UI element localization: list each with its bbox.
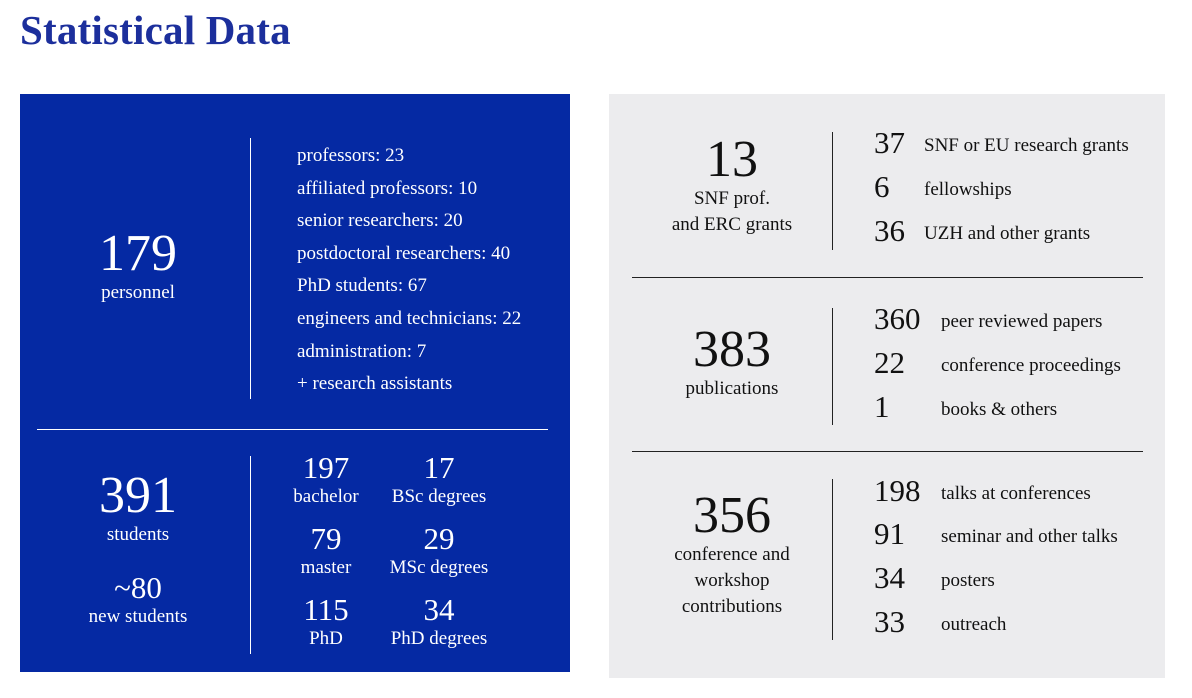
phd-enrolled: 115 PhD <box>276 594 376 652</box>
phd-degrees: 34 PhD degrees <box>374 594 504 652</box>
grant-label: SNF or EU research grants <box>924 135 1129 156</box>
contribution-value: 33 <box>874 604 905 639</box>
contributions-summary: 356 conference and workshop contribution… <box>647 490 817 620</box>
contribution-label: talks at conferences <box>941 483 1091 504</box>
list-item: + research assistants <box>297 373 453 395</box>
list-item: 37 SNF or EU research grants <box>874 125 1164 165</box>
students-total: 391 <box>99 467 177 524</box>
grants-label-line1: SNF prof. <box>693 188 770 209</box>
personnel-breakdown-list: professors: 23 affiliated professors: 10… <box>297 140 521 401</box>
contributions-total: 356 <box>693 487 771 544</box>
new-students-summary: ~80 new students <box>58 572 218 630</box>
publications-divider <box>832 308 833 425</box>
grant-value: 6 <box>874 169 890 204</box>
personnel-students-panel: 179 personnel professors: 23 affiliated … <box>20 94 570 672</box>
bsc-label: BSc degrees <box>391 486 487 507</box>
list-item: affiliated professors: 10 <box>297 177 478 199</box>
publication-value: 360 <box>874 301 921 336</box>
list-item: 6 fellowships <box>874 169 1164 209</box>
publications-label: publications <box>685 378 779 399</box>
contribution-label: posters <box>941 570 995 591</box>
personnel-summary: 179 personnel <box>78 228 198 306</box>
master-count: 79 <box>310 521 342 556</box>
page-title: Statistical Data <box>20 7 291 53</box>
list-item: PhD students: 67 <box>297 275 427 297</box>
list-item: senior researchers: 20 <box>297 210 463 232</box>
grants-total: 13 <box>706 131 758 188</box>
grants-summary: 13 SNF prof. and ERC grants <box>647 134 817 238</box>
contributions-label-line1: conference and <box>674 544 790 565</box>
master-label: master <box>300 557 352 578</box>
list-item: 91 seminar and other talks <box>874 516 1164 556</box>
phd-degrees-count: 34 <box>423 592 455 627</box>
personnel-total: 179 <box>99 225 177 282</box>
section-divider <box>37 429 548 430</box>
phd-count: 115 <box>303 592 349 627</box>
grants-divider <box>832 132 833 250</box>
publication-label: peer reviewed papers <box>941 311 1103 332</box>
list-item: 33 outreach <box>874 604 1164 644</box>
contribution-value: 198 <box>874 473 921 508</box>
phd-label: PhD <box>309 628 343 649</box>
list-item: administration: 7 <box>297 340 427 362</box>
list-item: professors: 23 <box>297 145 405 166</box>
publication-value: 22 <box>874 345 905 380</box>
bsc-degrees: 17 BSc degrees <box>374 452 504 510</box>
contribution-label: seminar and other talks <box>941 526 1118 547</box>
list-item: 34 posters <box>874 560 1164 600</box>
bachelor-enrolled: 197 bachelor <box>276 452 376 510</box>
contributions-label-line3: contributions <box>681 596 783 617</box>
section-divider <box>632 451 1143 452</box>
msc-label: MSc degrees <box>389 557 489 578</box>
contributions-label-line2: workshop <box>694 570 770 591</box>
contribution-value: 91 <box>874 516 905 551</box>
grants-publications-panel: 13 SNF prof. and ERC grants 37 SNF or EU… <box>609 94 1165 678</box>
master-enrolled: 79 master <box>276 523 376 581</box>
bsc-count: 17 <box>423 450 455 485</box>
publication-label: books & others <box>941 399 1058 420</box>
publication-value: 1 <box>874 389 890 424</box>
bachelor-count: 197 <box>302 450 350 485</box>
msc-degrees: 29 MSc degrees <box>374 523 504 581</box>
grant-label: UZH and other grants <box>924 223 1091 244</box>
grant-value: 36 <box>874 213 905 248</box>
students-summary: 391 students <box>68 470 208 548</box>
students-label: students <box>106 524 170 545</box>
list-item: 360 peer reviewed papers <box>874 301 1164 341</box>
list-item: engineers and technicians: 22 <box>297 307 522 329</box>
bachelor-label: bachelor <box>293 486 359 507</box>
msc-count: 29 <box>423 521 455 556</box>
new-students-total: ~80 <box>114 570 162 605</box>
publication-label: conference proceedings <box>941 355 1121 376</box>
contribution-value: 34 <box>874 560 905 595</box>
grant-value: 37 <box>874 125 905 160</box>
list-item: 36 UZH and other grants <box>874 213 1164 253</box>
list-item: 22 conference proceedings <box>874 345 1164 385</box>
grants-label-line2: and ERC grants <box>671 214 793 235</box>
list-item: 1 books & others <box>874 389 1164 429</box>
grant-label: fellowships <box>924 179 1012 200</box>
contributions-divider <box>832 479 833 640</box>
list-item: postdoctoral researchers: 40 <box>297 242 511 264</box>
section-divider <box>632 277 1143 278</box>
phd-degrees-label: PhD degrees <box>390 628 488 649</box>
publications-summary: 383 publications <box>647 324 817 402</box>
new-students-label: new students <box>88 606 188 627</box>
contribution-label: outreach <box>941 614 1007 635</box>
publications-total: 383 <box>693 321 771 378</box>
personnel-divider <box>250 138 251 399</box>
students-divider <box>250 456 251 654</box>
list-item: 198 talks at conferences <box>874 473 1164 513</box>
personnel-label: personnel <box>101 282 175 303</box>
